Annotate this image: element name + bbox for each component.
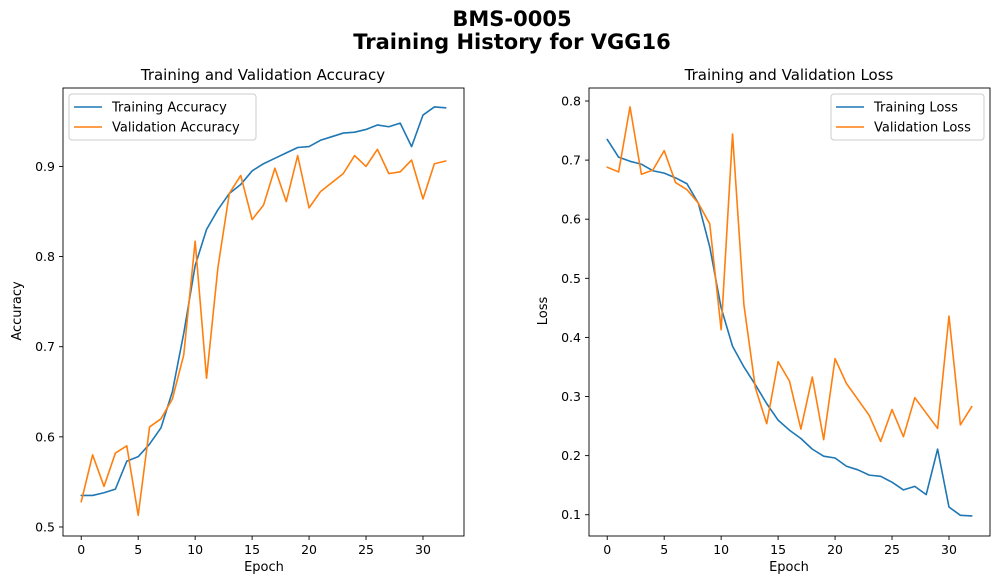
legend-label-2: Validation Accuracy	[112, 121, 240, 136]
y-tick-label: 0.9	[35, 159, 55, 174]
x-tick-label: 0	[603, 542, 611, 557]
loss-chart: Training and Validation Loss Epoch Loss …	[536, 66, 991, 575]
x-tick-label: 30	[941, 542, 957, 557]
y-tick-label: 0.6	[561, 212, 581, 227]
accuracy-chart: Training and Validation Accuracy Epoch A…	[10, 66, 465, 575]
y-tick-label: 0.8	[561, 94, 581, 109]
x-tick-label: 5	[134, 542, 142, 557]
legend-box	[68, 93, 257, 141]
y-tick-label: 0.7	[561, 153, 581, 168]
x-tick-label: 15	[770, 542, 786, 557]
x-tick-label: 20	[301, 542, 317, 557]
accuracy-chart-title: Training and Validation Accuracy	[140, 66, 385, 84]
x-tick-label: 25	[884, 542, 900, 557]
y-tick-label: 0.8	[35, 249, 55, 264]
legend-box	[830, 93, 985, 141]
accuracy-y-axis-label: Accuracy	[10, 281, 25, 341]
y-tick-label: 0.5	[35, 519, 55, 534]
legend-label-1: Training Accuracy	[111, 101, 227, 116]
series-line-2	[606, 106, 973, 443]
x-tick-label: 15	[244, 542, 260, 557]
y-tick-label: 0.1	[561, 507, 581, 522]
loss-y-axis-label: Loss	[536, 297, 551, 326]
legend-label-1: Training Loss	[873, 101, 958, 116]
x-tick-label: 25	[358, 542, 374, 557]
y-tick-label: 0.2	[561, 448, 581, 463]
loss-x-axis-label: Epoch	[769, 560, 809, 575]
y-tick-label: 0.4	[561, 330, 581, 345]
y-tick-label: 0.7	[35, 339, 55, 354]
legend: Training Accuracy Validation Accuracy	[68, 93, 257, 141]
plot-frame	[588, 87, 991, 537]
x-tick-label: 10	[713, 542, 729, 557]
y-tick-label: 0.5	[561, 271, 581, 286]
x-tick-label: 10	[187, 542, 203, 557]
series-line-1	[80, 106, 447, 497]
x-tick-label: 20	[827, 542, 843, 557]
series-line-1	[606, 138, 973, 517]
legend: Training Loss Validation Loss	[830, 93, 985, 141]
x-tick-label: 5	[660, 542, 668, 557]
y-tick-label: 0.6	[35, 429, 55, 444]
accuracy-x-axis-label: Epoch	[244, 560, 284, 575]
legend-label-2: Validation Loss	[874, 121, 971, 136]
x-tick-label: 0	[77, 542, 85, 557]
x-tick-label: 30	[415, 542, 431, 557]
figure-title-line1: BMS-0005	[452, 7, 571, 31]
plot-frame	[62, 87, 465, 537]
loss-chart-title: Training and Validation Loss	[684, 66, 894, 84]
y-tick-label: 0.3	[561, 389, 581, 404]
series-line-2	[80, 148, 447, 517]
figure-title-line2: Training History for VGG16	[353, 30, 670, 54]
